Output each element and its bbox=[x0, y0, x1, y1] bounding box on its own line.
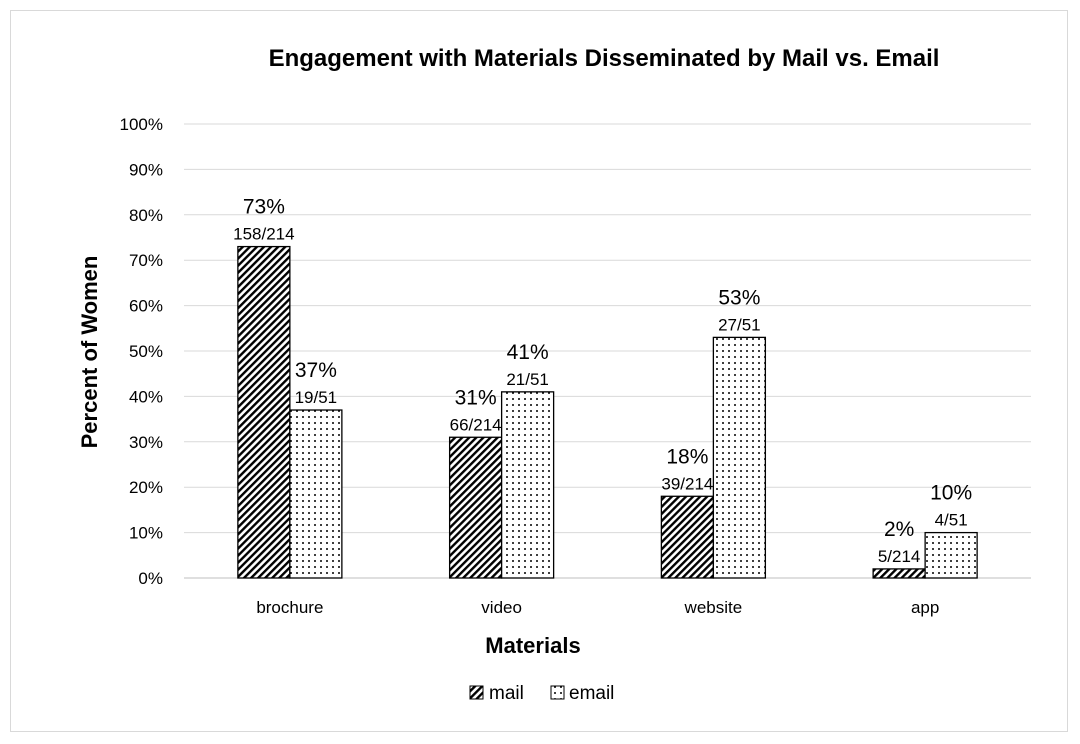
percent-label: 18% bbox=[666, 445, 708, 468]
bar-mail-app bbox=[872, 568, 926, 579]
legend-label-email: email bbox=[569, 683, 614, 704]
percent-label: 2% bbox=[884, 518, 914, 541]
x-axis-title: Materials bbox=[485, 633, 580, 658]
chart-title: Engagement with Materials Disseminated b… bbox=[269, 45, 940, 72]
y-tick-label: 100% bbox=[120, 115, 163, 134]
bars bbox=[237, 245, 978, 579]
y-tick-label: 20% bbox=[129, 478, 163, 497]
count-label: 39/214 bbox=[661, 474, 713, 493]
x-category-label: video bbox=[481, 598, 522, 617]
legend-swatch-email bbox=[550, 685, 565, 700]
chart-frame bbox=[10, 10, 1068, 732]
x-category-label: website bbox=[684, 598, 743, 617]
x-category-label: app bbox=[911, 598, 939, 617]
y-tick-label: 80% bbox=[129, 206, 163, 225]
y-tick-label: 70% bbox=[129, 251, 163, 270]
y-tick-label: 30% bbox=[129, 433, 163, 452]
bar-mail-brochure bbox=[237, 245, 291, 579]
bar-mail-video bbox=[448, 436, 503, 579]
count-label: 19/51 bbox=[295, 388, 338, 407]
percent-label: 10% bbox=[930, 482, 972, 505]
x-category-labels: brochure video website app bbox=[256, 598, 939, 617]
percent-label: 73% bbox=[243, 196, 285, 219]
count-label: 158/214 bbox=[233, 225, 294, 244]
bar-mail-website bbox=[660, 495, 715, 579]
y-tick-label: 60% bbox=[129, 297, 163, 316]
data-labels: 158/214 73% 19/51 37% 66/214 31% 21/51 41% 39/21… bbox=[233, 196, 972, 566]
bar-email-website bbox=[712, 336, 767, 579]
legend: mail email bbox=[469, 683, 614, 704]
y-tick-label: 40% bbox=[129, 387, 163, 406]
y-tick-label: 10% bbox=[129, 524, 163, 543]
legend-label-mail: mail bbox=[489, 683, 524, 704]
y-tick-label: 0% bbox=[138, 569, 163, 588]
count-label: 66/214 bbox=[450, 415, 502, 434]
x-category-label: brochure bbox=[256, 598, 323, 617]
count-label: 4/51 bbox=[935, 511, 968, 530]
y-tick-label: 50% bbox=[129, 342, 163, 361]
bar-email-app bbox=[924, 531, 978, 579]
count-label: 5/214 bbox=[878, 547, 921, 566]
legend-swatch-mail bbox=[469, 685, 484, 700]
y-tick-label: 90% bbox=[129, 160, 163, 179]
count-label: 21/51 bbox=[506, 370, 549, 389]
bar-email-video bbox=[500, 391, 555, 579]
percent-label: 37% bbox=[295, 359, 337, 382]
percent-label: 53% bbox=[718, 286, 760, 309]
percent-label: 41% bbox=[507, 341, 549, 364]
count-label: 27/51 bbox=[718, 315, 761, 334]
y-tick-labels: 0% 10% 20% 30% 40% 50% 60% 70% 80% 90% 100% bbox=[120, 115, 163, 588]
y-axis-title: Percent of Women bbox=[77, 256, 102, 449]
bar-email-brochure bbox=[289, 409, 343, 579]
percent-label: 31% bbox=[455, 386, 497, 409]
